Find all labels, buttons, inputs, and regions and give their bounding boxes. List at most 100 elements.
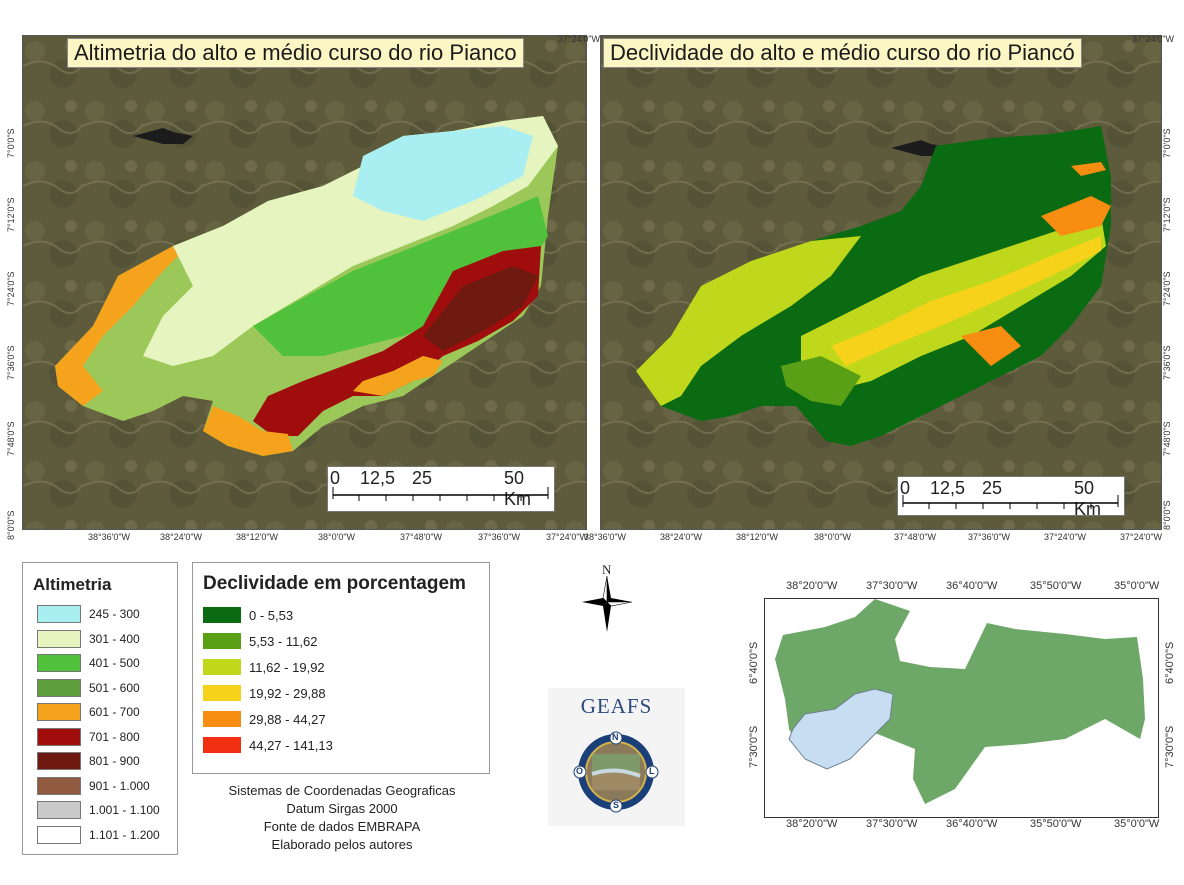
map-right-lon-7: 37°24'0"W (1044, 532, 1087, 542)
legend-item: 501 - 600 (37, 678, 140, 697)
logo-compass-o: O (576, 766, 584, 776)
map-right-lon-1: 38°36'0"W (584, 532, 627, 542)
slope-map: Declividade do alto e médio curso do rio… (600, 35, 1162, 530)
legend-label: 501 - 600 (89, 680, 140, 695)
scale-tick-25: 25 (412, 468, 433, 488)
map-right-lon-4: 38°0'0"W (814, 532, 852, 542)
legend-swatch (37, 654, 81, 672)
legend-label: 801 - 900 (89, 754, 140, 768)
north-arrow: N (578, 562, 636, 634)
locator-map-canvas (775, 599, 1145, 804)
map-right-lat-3: 7°24'0"S (1162, 271, 1172, 306)
legend-label: 245 - 300 (89, 607, 140, 621)
map-right-lon-2: 38°24'0"W (660, 532, 703, 542)
legend-swatch (203, 659, 241, 675)
slope-map-title: Declividade do alto e médio curso do rio… (603, 38, 1082, 68)
legend-item: 601 - 700 (37, 703, 140, 721)
map-left-lon-6: 37°36'0"W (478, 532, 521, 542)
legend-swatch (37, 825, 81, 844)
scale-tick-0: 0 (900, 478, 911, 498)
map-left-lat-2: 7°12'0"S (6, 197, 16, 232)
map-right-lon-5: 37°48'0"W (894, 532, 937, 542)
slope-map-canvas (601, 36, 1161, 529)
scale-bar-graphic (902, 495, 1119, 509)
north-label: N (602, 562, 612, 577)
altimetry-legend: Altimetria 245 - 300 301 - 400 401 - 500 50… (22, 562, 178, 855)
logo-text: GEAFS (580, 694, 653, 718)
locator-map (764, 598, 1159, 818)
scale-bar-graphic (332, 487, 549, 501)
locator-top-label-4: 35°50'0"W (1030, 580, 1082, 592)
map-left-lon-7: 37°24'0"W (546, 532, 589, 542)
locator-right-label-1: 6°40'0"S (1164, 641, 1176, 684)
legend-swatch (37, 776, 81, 795)
map-right-lat-6: 8°0'0"S (1162, 500, 1172, 530)
legend-label: 11,62 - 19,92 (249, 659, 325, 675)
slope-legend: Declividade em porcentagem 0 - 5,53 5,53 … (192, 562, 490, 774)
legend-item: 29,88 - 44,27 (203, 711, 326, 727)
legend-label: 44,27 - 141,13 (249, 737, 333, 753)
legend-item: 1.001 - 1.100 (37, 801, 160, 819)
scale-tick-12-5: 12,5 (360, 468, 396, 488)
map-left-lat-5: 7°48'0"S (6, 421, 16, 456)
legend-swatch (203, 685, 241, 701)
locator-left-label-2: 7°30'0"S (748, 725, 760, 768)
legend-item: 401 - 500 (37, 654, 140, 672)
legend-swatch (37, 605, 81, 623)
legend-item: 701 - 800 (37, 727, 140, 746)
altimetry-map-title: Altimetria do alto e médio curso do rio … (67, 38, 524, 68)
legend-label: 1.001 - 1.100 (89, 803, 160, 817)
legend-label: 601 - 700 (89, 705, 140, 719)
credits-datum: Datum Sirgas 2000 (286, 801, 398, 816)
logo-compass-l: L (649, 766, 655, 776)
scale-tick-12-5: 12,5 (930, 478, 966, 498)
map-right-lon-6: 37°36'0"W (968, 532, 1011, 542)
credits-coordinate-system: Sistemas de Coordenadas Geograficas (228, 783, 456, 798)
logo-compass-s: S (613, 800, 620, 810)
legend-swatch (37, 752, 81, 770)
legend-swatch (37, 678, 81, 697)
locator-bottom-label-2: 37°30'0"W (866, 818, 918, 830)
legend-swatch (37, 703, 81, 721)
locator-bottom-label-1: 38°20'0"W (786, 818, 838, 830)
geafs-logo: GEAFS N O L S (548, 688, 685, 826)
locator-bottom-label-5: 35°0'0"W (1114, 818, 1160, 830)
legend-swatch (203, 711, 241, 727)
map-left-lon-5: 37°48'0"W (400, 532, 443, 542)
legend-swatch (203, 607, 241, 623)
legend-label: 401 - 500 (89, 656, 140, 670)
legend-label: 0 - 5,53 (249, 607, 294, 623)
legend-item: 801 - 900 (37, 752, 140, 770)
legend-item: 5,53 - 11,62 (203, 633, 317, 649)
scale-tick-25: 25 (982, 478, 1003, 498)
credits-data-source: Fonte de dados EMBRAPA (263, 819, 421, 834)
slope-scale-bar: 0 12,5 25 50 Km (897, 476, 1125, 519)
scale-tick-50: 50 Km (1074, 478, 1101, 519)
map-left-lon-4: 38°0'0"W (318, 532, 356, 542)
map-left-lon-3: 38°12'0"W (236, 532, 279, 542)
reservoir (133, 128, 193, 144)
basin-shape (788, 688, 894, 770)
compass-rose-icon (582, 575, 633, 632)
legend-label: 5,53 - 11,62 (249, 633, 318, 649)
legend-label: 901 - 1.000 (89, 778, 150, 793)
legend-item: 245 - 300 (37, 605, 140, 623)
map-left-lon-1: 38°36'0"W (88, 532, 131, 542)
locator-bottom-label-3: 36°40'0"W (946, 818, 998, 830)
locator-top-label-1: 38°20'0"W (786, 580, 838, 592)
legend-swatch (37, 801, 81, 819)
map-right-lat-5: 7°48'0"S (1162, 421, 1172, 456)
map-right-lat-1: 7°0'0"S (1162, 128, 1172, 158)
basin-outline (636, 126, 1111, 446)
map-left-lat-4: 7°36'0"S (6, 345, 16, 380)
map-right-top-right-label: 37°24'0"W (1132, 34, 1175, 44)
map-right-lon-8: 37°24'0"W (1120, 532, 1163, 542)
scale-tick-0: 0 (330, 468, 341, 488)
locator-right-label-2: 7°30'0"S (1164, 725, 1176, 768)
legend-label: 701 - 800 (89, 729, 140, 744)
legend-item: 0 - 5,53 (203, 607, 293, 623)
map-left-lon-2: 38°24'0"W (160, 532, 203, 542)
legend-item: 44,27 - 141,13 (203, 737, 333, 753)
altimetry-scale-bar: 0 12,5 25 50 Km (327, 466, 555, 512)
legend-swatch (203, 737, 241, 753)
